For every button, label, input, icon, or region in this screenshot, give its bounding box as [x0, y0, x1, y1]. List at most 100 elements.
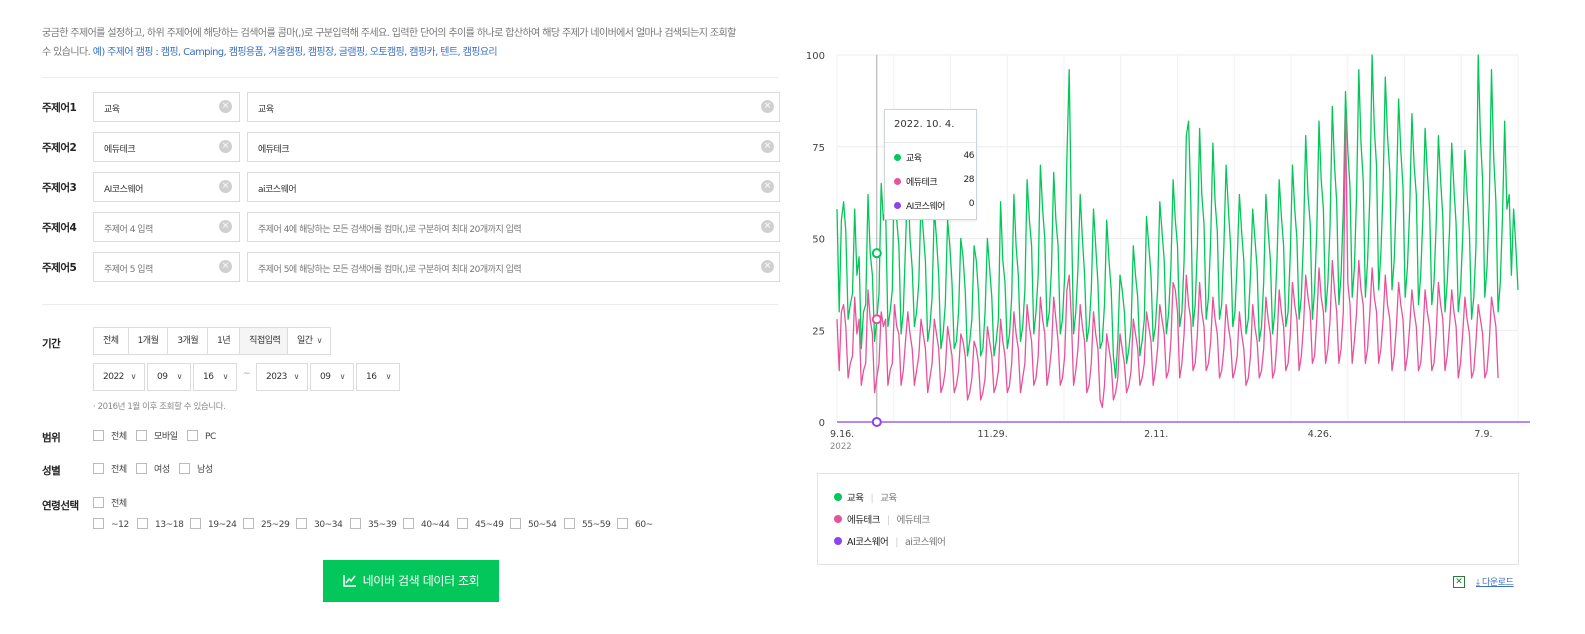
- checkbox-box: [510, 518, 521, 529]
- topic-row: 주제어4 주제어 4 입력 × 주제어 4에 해당하는 모든 검색어를 컴마(,)로 …: [42, 212, 780, 242]
- checkbox-option[interactable]: 40~44: [403, 518, 450, 531]
- series-dot-icon: [894, 202, 901, 209]
- checkbox-option[interactable]: 35~39: [350, 518, 397, 531]
- tooltip-series-value: 46: [963, 151, 975, 161]
- tooltip-row: AI코스웨어 0: [894, 199, 975, 212]
- period-button[interactable]: 직접입력: [240, 328, 290, 354]
- topic-name-input[interactable]: 에듀테크: [93, 132, 240, 162]
- period-button[interactable]: 1개월: [128, 328, 169, 354]
- checkbox-label: 50~54: [528, 520, 557, 530]
- topic-keywords-input[interactable]: 교육: [247, 92, 780, 122]
- divider: [42, 304, 778, 305]
- topic-name-input[interactable]: 교육: [93, 92, 240, 122]
- checkbox-option[interactable]: 19~24: [190, 518, 237, 531]
- checkbox-box: [243, 518, 254, 529]
- period-label: 기간: [42, 338, 61, 350]
- clear-icon[interactable]: ×: [219, 100, 232, 113]
- checkbox-box: [403, 518, 414, 529]
- period-button[interactable]: 전체: [94, 328, 129, 354]
- checkbox-option[interactable]: 55~59: [564, 518, 611, 531]
- end-day-select[interactable]: 16 ∨: [356, 363, 400, 391]
- checkbox-label: ~12: [111, 520, 129, 530]
- period-button[interactable]: 1년: [208, 328, 241, 354]
- clear-icon[interactable]: ×: [219, 140, 232, 153]
- excel-icon[interactable]: ✕: [1453, 576, 1465, 588]
- age-checkbox-all[interactable]: 전체: [93, 497, 127, 510]
- legend-item[interactable]: 에듀테크 | 에듀테크: [834, 512, 930, 526]
- period-button[interactable]: 3개월: [168, 328, 209, 354]
- y-tick-label: 0: [819, 418, 825, 429]
- checkbox-option[interactable]: ~12: [93, 518, 129, 531]
- checkbox-label: 전체: [111, 432, 127, 442]
- topic-name-input[interactable]: 주제어 5 입력: [93, 252, 240, 282]
- trend-chart[interactable]: 0 25 50 75 100 9.16. 11.29. 2.11. 4.26. 7.9. 2022: [800, 40, 1530, 460]
- gender-label: 성별: [42, 465, 61, 477]
- checkbox-label: 13~18: [155, 520, 184, 530]
- period-unit-select[interactable]: 일간 ∨: [287, 327, 331, 355]
- checkbox-label: 25~29: [261, 520, 290, 530]
- topic-keywords-input[interactable]: ai코스웨어: [247, 172, 780, 202]
- series-dot-icon: [834, 515, 842, 523]
- age-label: 연령선택: [42, 500, 79, 512]
- checkbox-box: [136, 463, 147, 474]
- clear-icon[interactable]: ×: [761, 180, 774, 193]
- start-month-value: 09: [157, 372, 168, 382]
- clear-icon[interactable]: ×: [761, 220, 774, 233]
- end-month-select[interactable]: 09 ∨: [310, 363, 354, 391]
- chart-line-icon: [342, 562, 357, 604]
- end-month-value: 09: [320, 372, 331, 382]
- series-line: [836, 113, 1499, 408]
- topic-name-input[interactable]: 주제어 4 입력: [93, 212, 240, 242]
- tooltip-series-value: 28: [963, 175, 975, 185]
- checkbox-option[interactable]: 30~34: [296, 518, 343, 531]
- tooltip-date: 2022. 10. 4.: [894, 119, 955, 130]
- series-dot-icon: [894, 178, 901, 185]
- topic-name-input[interactable]: AI코스웨어: [93, 172, 240, 202]
- checkbox-box: [457, 518, 468, 529]
- checkbox-option[interactable]: 전체: [93, 463, 127, 476]
- topic-keywords-input[interactable]: 에듀테크: [247, 132, 780, 162]
- x-tick-label: 7.9.: [1474, 429, 1492, 440]
- search-button[interactable]: 네이버 검색 데이터 조회: [323, 560, 499, 602]
- checkbox-option[interactable]: 45~49: [457, 518, 504, 531]
- series-line: [836, 54, 1519, 379]
- end-year-select[interactable]: 2023 ∨: [256, 363, 308, 391]
- clear-icon[interactable]: ×: [219, 180, 232, 193]
- checkbox-option[interactable]: 남성: [179, 463, 213, 476]
- start-day-value: 16: [203, 372, 214, 382]
- checkbox-option[interactable]: 60~: [617, 518, 653, 531]
- clear-icon[interactable]: ×: [761, 260, 774, 273]
- checkbox-option[interactable]: 전체: [93, 430, 127, 443]
- topic-label: 주제어4: [42, 222, 77, 234]
- legend-series-name: 교육: [847, 493, 864, 504]
- start-year-select[interactable]: 2022 ∨: [93, 363, 145, 391]
- chevron-down-icon: ∨: [130, 372, 137, 381]
- topic-keywords-input[interactable]: 주제어 4에 해당하는 모든 검색어를 컴마(,)로 구분하여 최대 20개까지…: [247, 212, 780, 242]
- topic-row: 주제어2 에듀테크 × 에듀테크 ×: [42, 132, 780, 162]
- topic-row: 주제어1 교육 × 교육 ×: [42, 92, 780, 122]
- checkbox-option[interactable]: 50~54: [510, 518, 557, 531]
- checkbox-option[interactable]: 여성: [136, 463, 170, 476]
- checkbox-option[interactable]: 13~18: [137, 518, 184, 531]
- checkbox-label: 30~34: [314, 520, 343, 530]
- download-link[interactable]: ⤓ 다운로드: [1476, 575, 1514, 588]
- start-day-select[interactable]: 16 ∨: [193, 363, 237, 391]
- checkbox-label: 모바일: [154, 432, 178, 442]
- y-tick-label: 100: [806, 51, 825, 62]
- checkbox-option[interactable]: 25~29: [243, 518, 290, 531]
- description-example: 예) 주제어 캠핑 : 캠핑, Camping, 캠핑용품, 겨울캠핑, 캠핑장…: [92, 47, 498, 58]
- start-month-select[interactable]: 09 ∨: [147, 363, 191, 391]
- topic-keywords-input[interactable]: 주제어 5에 해당하는 모든 검색어를 컴마(,)로 구분하여 최대 20개까지…: [247, 252, 780, 282]
- checkbox-label: PC: [205, 432, 216, 442]
- clear-icon[interactable]: ×: [761, 100, 774, 113]
- checkbox-option[interactable]: 모바일: [136, 430, 178, 443]
- checkbox-option[interactable]: PC: [187, 430, 216, 443]
- legend-item[interactable]: 교육 | 교육: [834, 490, 897, 504]
- x-tick-label: 2.11.: [1144, 429, 1168, 440]
- clear-icon[interactable]: ×: [761, 140, 774, 153]
- legend-item[interactable]: AI코스웨어 | ai코스웨어: [834, 534, 946, 548]
- tooltip-series-name: 교육: [906, 154, 922, 164]
- clear-icon[interactable]: ×: [219, 260, 232, 273]
- clear-icon[interactable]: ×: [219, 220, 232, 233]
